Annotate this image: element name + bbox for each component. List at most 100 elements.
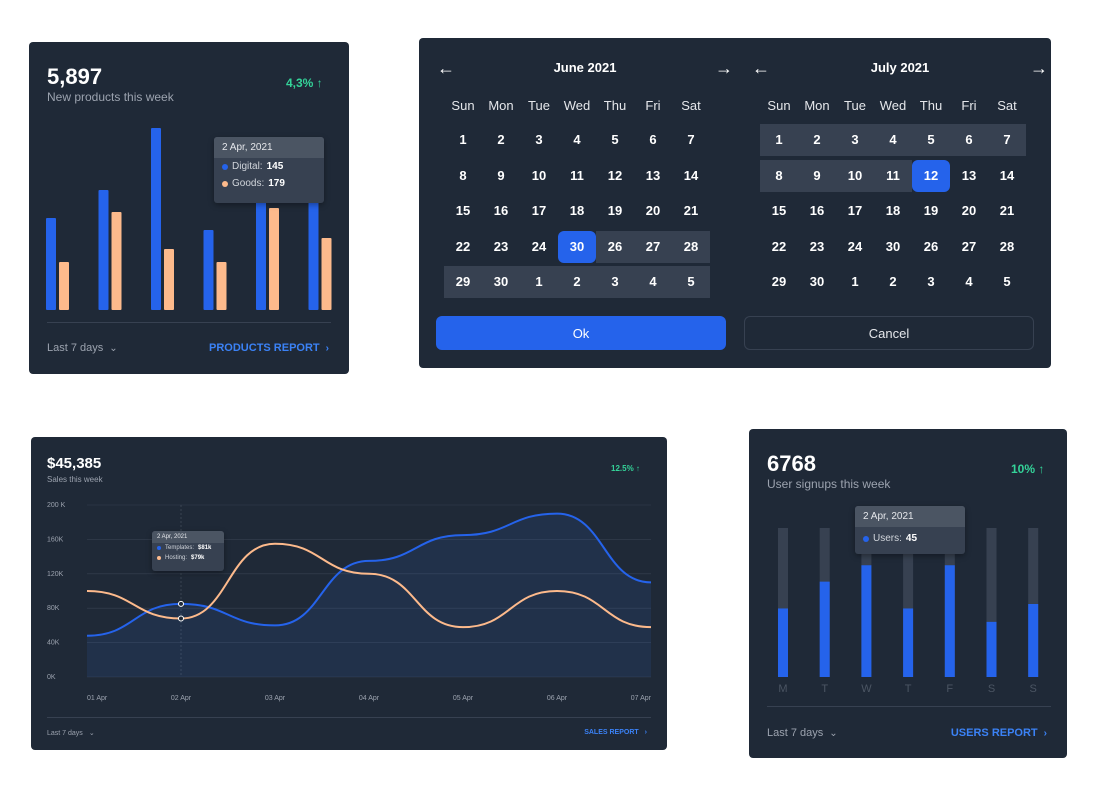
prev-month-arrow-icon[interactable]: ← [437,58,455,78]
bar-users[interactable] [1028,603,1039,677]
bar-goods[interactable] [321,238,332,310]
bar-digital[interactable] [46,218,56,310]
calendar-day[interactable]: 24 [847,238,863,254]
calendar-day[interactable]: 5 [611,132,619,147]
calendar-day[interactable]: 23 [493,238,509,254]
bar-users[interactable] [944,565,955,677]
calendar-day[interactable]: 10 [531,167,547,183]
calendar-day[interactable]: 11 [570,167,584,183]
bar-users[interactable] [903,608,914,677]
calendar-day[interactable]: 17 [531,203,547,218]
calendar-day[interactable]: 26 [923,238,939,254]
bar-users[interactable] [778,608,788,677]
calendar-day[interactable]: 7 [687,132,695,147]
calendar-day[interactable]: 21 [999,203,1015,218]
bar-users[interactable] [819,581,830,677]
calendar-day[interactable]: 12 [607,167,623,183]
calendar-day[interactable]: 18 [569,203,585,218]
calendar-day[interactable]: 14 [683,167,699,183]
calendar-day[interactable]: 15 [771,203,787,218]
calendar-day[interactable]: 3 [596,266,634,298]
bar-users[interactable] [861,565,872,677]
calendar-day-selected[interactable]: 30 [558,230,596,263]
calendar-day[interactable]: 4 [573,132,581,147]
calendar-day[interactable]: 1 [851,274,859,289]
calendar-day[interactable]: 9 [798,159,836,192]
calendar-day[interactable]: 4 [965,274,973,289]
calendar-day[interactable]: 15 [455,203,471,218]
ok-button[interactable]: Ok [436,316,726,350]
calendar-day[interactable]: 24 [531,238,547,254]
calendar-day[interactable]: 11 [874,159,912,192]
calendar-day[interactable]: 1 [459,132,467,147]
calendar-day[interactable]: 9 [497,167,505,183]
calendar-day[interactable]: 4 [634,266,672,298]
calendar-day[interactable]: 30 [482,266,520,298]
calendar-day[interactable]: 3 [535,132,543,147]
calendar-day[interactable]: 2 [558,266,596,298]
calendar-day[interactable]: 13 [645,167,661,183]
bar-digital[interactable] [203,230,214,310]
calendar-day[interactable]: 5 [1003,274,1011,289]
products-report-link[interactable]: PRODUCTS REPORT › [209,342,329,354]
bar-goods[interactable] [111,212,122,310]
calendar-day[interactable]: 20 [961,203,977,218]
calendar-day[interactable]: 26 [596,230,634,263]
calendar-day[interactable]: 28 [672,230,710,263]
users-report-link[interactable]: USERS REPORT › [951,727,1047,739]
calendar-day[interactable]: 5 [912,124,950,156]
calendar-day[interactable]: 8 [459,167,467,183]
bar-digital[interactable] [308,180,319,310]
calendar-day[interactable]: 30 [885,238,901,254]
calendar-day[interactable]: 21 [683,203,699,218]
calendar-day[interactable]: 13 [961,167,977,183]
calendar-day[interactable]: 3 [836,124,874,156]
calendar-day[interactable]: 3 [927,274,935,289]
calendar-day[interactable]: 6 [649,132,657,147]
bar-goods[interactable] [164,249,174,310]
calendar-day[interactable]: 29 [771,274,787,289]
calendar-day[interactable]: 8 [760,159,798,192]
next-month-arrow-icon[interactable]: → [715,58,733,78]
calendar-day[interactable]: 1 [760,124,798,156]
calendar-day[interactable]: 29 [444,266,482,298]
calendar-day[interactable]: 7 [988,124,1026,156]
bar-users[interactable] [986,621,997,677]
calendar-day[interactable]: 22 [455,238,471,254]
calendar-day[interactable]: 14 [999,167,1015,183]
calendar-day[interactable]: 17 [847,203,863,218]
calendar-day-selected[interactable]: 12 [912,159,950,192]
calendar-day[interactable]: 22 [771,238,787,254]
calendar-day[interactable]: 2 [798,124,836,156]
bar-digital[interactable] [151,128,161,310]
calendar-day[interactable]: 27 [634,230,672,263]
next-month-arrow-icon[interactable]: → [1030,58,1048,78]
calendar-day[interactable]: 2 [497,132,505,147]
bar-goods[interactable] [216,262,227,310]
calendar-day[interactable]: 6 [950,124,988,156]
calendar-day[interactable]: 19 [923,203,939,218]
calendar-day[interactable]: 1 [520,266,558,298]
calendar-day[interactable]: 18 [885,203,901,218]
cancel-button[interactable]: Cancel [744,316,1034,350]
calendar-day[interactable]: 10 [836,159,874,192]
sales-report-link[interactable]: SALES REPORT › [584,729,647,736]
calendar-day[interactable]: 16 [809,203,825,218]
calendar-day[interactable]: 23 [809,238,825,254]
calendar-day[interactable]: 5 [672,266,710,298]
bar-digital[interactable] [98,190,109,310]
products-period-dropdown[interactable]: Last 7 days ⌄ [47,342,118,354]
calendar-day[interactable]: 30 [809,274,825,289]
calendar-day[interactable]: 2 [889,274,897,289]
calendar-day[interactable]: 19 [607,203,623,218]
users-period-dropdown[interactable]: Last 7 days ⌄ [767,727,838,739]
calendar-day[interactable]: 16 [493,203,509,218]
calendar-day[interactable]: 27 [961,238,977,254]
sales-period-dropdown[interactable]: Last 7 days ⌄ [47,729,95,738]
bar-goods[interactable] [59,262,69,310]
calendar-day[interactable]: 4 [874,124,912,156]
calendar-day[interactable]: 20 [645,203,661,218]
bar-goods[interactable] [269,208,279,310]
calendar-day[interactable]: 28 [999,238,1015,254]
prev-month-arrow-icon[interactable]: ← [752,58,770,78]
